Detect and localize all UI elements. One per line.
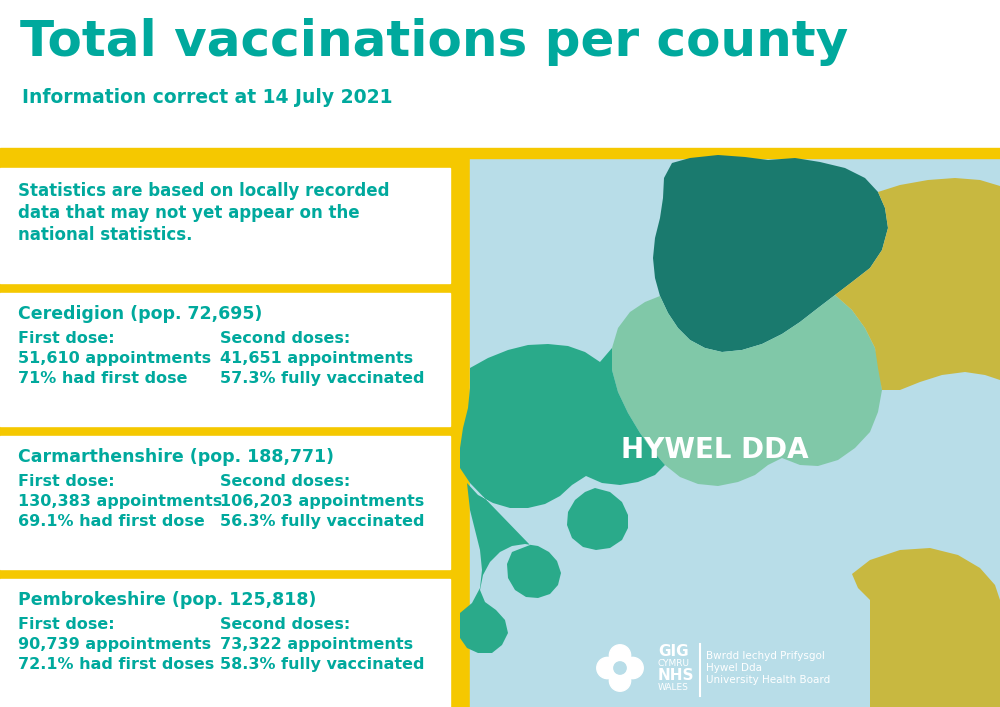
Bar — [0, 148, 1000, 158]
Polygon shape — [612, 295, 882, 486]
Circle shape — [609, 670, 631, 691]
Text: 71% had first dose: 71% had first dose — [18, 371, 188, 386]
Text: 72.1% had first doses: 72.1% had first doses — [18, 657, 214, 672]
Polygon shape — [567, 488, 628, 550]
Bar — [460, 0, 1000, 707]
Text: 73,322 appointments: 73,322 appointments — [220, 637, 413, 652]
Bar — [470, 158, 1000, 707]
Text: Second doses:: Second doses: — [220, 331, 350, 346]
Text: NHS: NHS — [658, 669, 694, 684]
Polygon shape — [852, 548, 1000, 707]
Text: data that may not yet appear on the: data that may not yet appear on the — [18, 204, 360, 222]
Polygon shape — [835, 178, 1000, 390]
Text: WALES: WALES — [658, 684, 689, 692]
Text: Statistics are based on locally recorded: Statistics are based on locally recorded — [18, 182, 390, 200]
Circle shape — [597, 658, 618, 679]
Polygon shape — [460, 344, 665, 653]
Text: 58.3% fully vaccinated: 58.3% fully vaccinated — [220, 657, 424, 672]
Text: University Health Board: University Health Board — [706, 675, 830, 685]
Text: 56.3% fully vaccinated: 56.3% fully vaccinated — [220, 514, 424, 529]
Text: Hywel Dda: Hywel Dda — [706, 663, 762, 673]
Text: Ceredigion (pop. 72,695): Ceredigion (pop. 72,695) — [18, 305, 262, 323]
Text: 130,383 appointments: 130,383 appointments — [18, 494, 222, 509]
Bar — [0, 293, 450, 426]
Text: 90,739 appointments: 90,739 appointments — [18, 637, 211, 652]
Bar — [0, 0, 1000, 148]
Text: Second doses:: Second doses: — [220, 474, 350, 489]
Text: Bwrdd Iechyd Prifysgol: Bwrdd Iechyd Prifysgol — [706, 651, 825, 661]
Circle shape — [609, 645, 631, 666]
Text: 106,203 appointments: 106,203 appointments — [220, 494, 424, 509]
Text: Second doses:: Second doses: — [220, 617, 350, 632]
Text: First dose:: First dose: — [18, 331, 115, 346]
Text: national statistics.: national statistics. — [18, 226, 192, 244]
Bar — [0, 436, 450, 569]
Text: First dose:: First dose: — [18, 474, 115, 489]
Text: Total vaccinations per county: Total vaccinations per county — [20, 18, 848, 66]
Polygon shape — [653, 155, 888, 352]
Circle shape — [622, 658, 643, 679]
Text: 51,610 appointments: 51,610 appointments — [18, 351, 211, 366]
Circle shape — [614, 662, 626, 674]
Text: GIG: GIG — [658, 645, 689, 660]
Text: HYWEL DDA: HYWEL DDA — [621, 436, 809, 464]
Text: Pembrokeshire (pop. 125,818): Pembrokeshire (pop. 125,818) — [18, 591, 316, 609]
Text: First dose:: First dose: — [18, 617, 115, 632]
Text: CYMRU: CYMRU — [658, 660, 690, 669]
Text: 41,651 appointments: 41,651 appointments — [220, 351, 413, 366]
Text: Information correct at 14 July 2021: Information correct at 14 July 2021 — [22, 88, 392, 107]
Text: Carmarthenshire (pop. 188,771): Carmarthenshire (pop. 188,771) — [18, 448, 334, 466]
Bar — [0, 158, 460, 707]
Bar — [0, 168, 450, 283]
Text: 69.1% had first dose: 69.1% had first dose — [18, 514, 205, 529]
Bar — [0, 579, 450, 707]
Text: 57.3% fully vaccinated: 57.3% fully vaccinated — [220, 371, 424, 386]
